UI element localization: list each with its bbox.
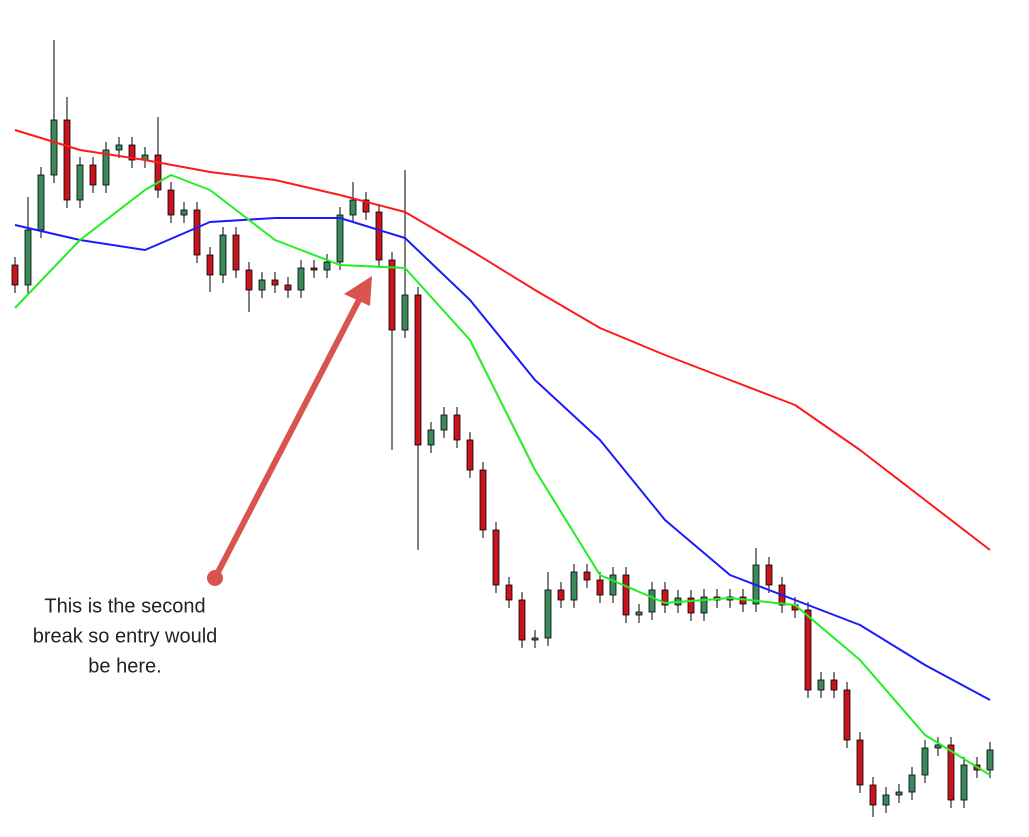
candle-body (63, 119, 71, 201)
candle-body (297, 267, 305, 291)
candle-body (440, 414, 448, 431)
candle-body (180, 209, 188, 216)
candle-body (37, 174, 45, 231)
candle-body (232, 234, 240, 271)
candle-body (843, 689, 851, 741)
candle-body (505, 584, 513, 601)
candle-body (986, 749, 994, 771)
candle-body (622, 574, 630, 616)
candle-body (453, 414, 461, 441)
candle-body (817, 679, 825, 691)
candle-body (271, 279, 279, 286)
plot (11, 40, 994, 817)
candle-body (414, 294, 422, 446)
candle-body (167, 189, 175, 216)
candle-body (947, 744, 955, 801)
moving-average (14, 174, 991, 776)
candle-body (427, 429, 435, 446)
candle-body (661, 589, 669, 606)
candle-body (206, 254, 214, 276)
candle-body (102, 149, 110, 186)
candle-body (89, 164, 97, 186)
arrow-shaft (212, 295, 363, 581)
candle-body (128, 144, 136, 161)
candle-body (921, 747, 929, 776)
candle-body (635, 611, 643, 616)
candle-body (518, 599, 526, 641)
candle-body (362, 199, 370, 213)
candle-body (401, 294, 409, 331)
candle-body (219, 234, 227, 276)
candle-body (50, 119, 58, 176)
candle-body (492, 529, 500, 586)
candle-body (609, 574, 617, 596)
candle-body (323, 261, 331, 271)
arrow-head (344, 276, 372, 306)
candle-body (466, 439, 474, 471)
candle-body (193, 209, 201, 256)
candle-body (375, 211, 383, 261)
candle-body (765, 564, 773, 586)
candle-body (557, 589, 565, 601)
candle-body (258, 279, 266, 291)
candle-body (596, 579, 604, 596)
moving-average (14, 217, 991, 701)
arrow-tail (207, 570, 223, 586)
candle-body (648, 589, 656, 613)
candle-body (700, 596, 708, 614)
candle-body (310, 267, 318, 271)
candle-body (245, 269, 253, 291)
candle-body (882, 794, 890, 806)
candle-body (479, 469, 487, 531)
annotation: This is the second (44, 595, 205, 617)
candle-body (908, 774, 916, 793)
candle-body (830, 679, 838, 691)
candle-body (349, 199, 357, 216)
candle-body (76, 164, 84, 201)
candle-body (895, 791, 903, 796)
candle-body (336, 214, 344, 263)
annotation: break so entry would (33, 625, 218, 647)
candle-body (687, 597, 695, 614)
candle-body (531, 637, 539, 641)
candle-body (583, 571, 591, 581)
candle-body (869, 784, 877, 806)
candle-body (388, 259, 396, 331)
candle-body (154, 154, 162, 191)
candle-body (115, 144, 123, 151)
candle-body (804, 609, 812, 691)
candle-body (934, 744, 942, 749)
candle-body (570, 571, 578, 601)
annotation: be here. (88, 655, 161, 677)
candle-body (284, 284, 292, 291)
moving-average (14, 129, 991, 551)
candle-body (11, 264, 19, 286)
candle-body (960, 764, 968, 801)
candle-body (856, 739, 864, 786)
candle-body (24, 229, 32, 286)
arrow (207, 276, 372, 586)
candle-body (544, 589, 552, 639)
